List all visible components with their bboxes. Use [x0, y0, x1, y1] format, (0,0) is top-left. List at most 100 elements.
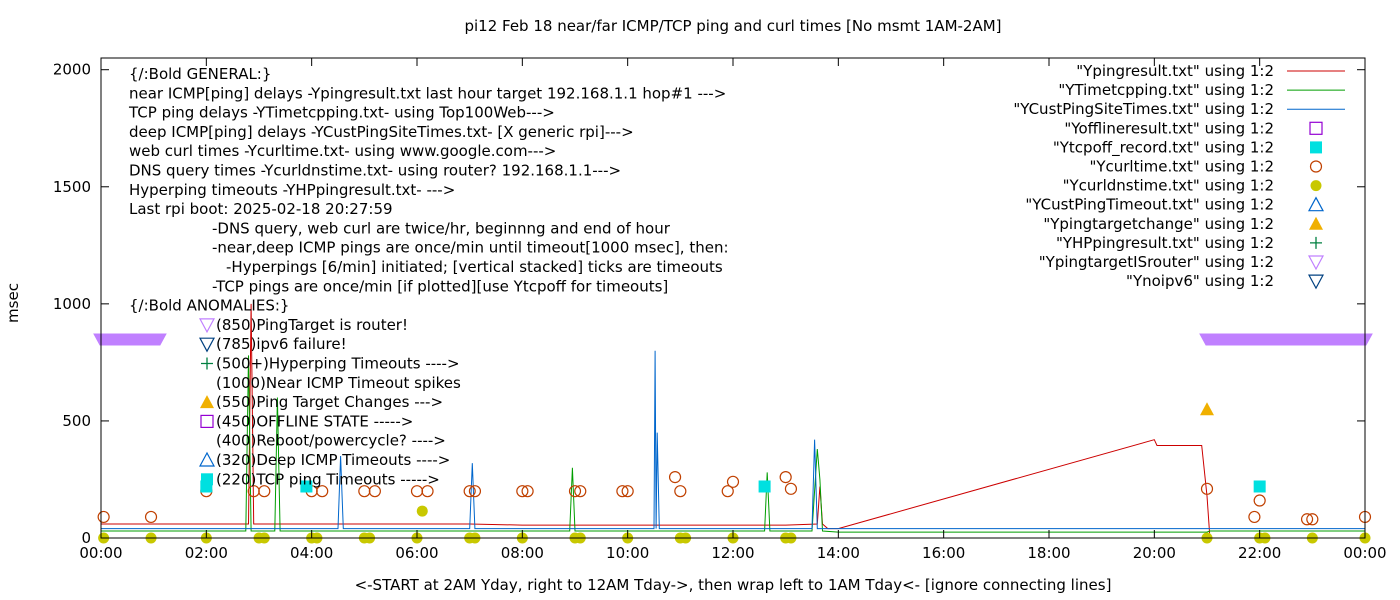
legend-label: "Ycurltime.txt" using 1:2	[1089, 158, 1274, 176]
series-point-4	[97, 510, 110, 524]
legend-label: "YCustPingTimeout.txt" using 1:2	[1025, 196, 1274, 214]
axis-layer: 00:00 02:00 04:00 06:00 08:00 10:00 12:00 14:00…	[53, 58, 1387, 562]
series-point-4	[1253, 494, 1266, 507]
series-point-7	[1200, 402, 1214, 416]
series-point-6	[300, 480, 313, 493]
x-axis-label: <-START at 2AM Yday, right to 12AM Tday-…	[355, 576, 1112, 594]
legend-symbol	[1309, 216, 1323, 230]
y-axis-label: msec	[4, 283, 22, 323]
annotation-line: {/:Bold ANOMALIES:}	[129, 297, 289, 315]
series-point-5	[416, 505, 428, 517]
series-point-4	[568, 485, 582, 498]
annotation-line: (850)PingTarget is router!	[216, 316, 408, 334]
legend-label: "YCustPingSiteTimes.txt" using 1:2	[1013, 100, 1274, 118]
series-point-6	[1253, 480, 1266, 493]
legend-label: "Yofflineresult.txt" using 1:2	[1064, 119, 1274, 137]
anomaly-symbol	[198, 318, 216, 334]
annotation-line: (320)Deep ICMP Timeouts ---->	[216, 451, 450, 469]
annotation-line: near ICMP[ping] delays -Ypingresult.txt …	[129, 84, 726, 102]
anomaly-symbol	[198, 337, 216, 353]
series-point-6	[758, 480, 771, 493]
router-target-band	[93, 333, 167, 346]
annotation-line: (550)Ping Target Changes --->	[216, 393, 443, 411]
annotation-line: TCP ping delays -YTimetcpping.txt- using…	[128, 104, 555, 122]
plot-frame	[100, 57, 1366, 539]
series-point-4	[316, 485, 329, 498]
x-tick-label: 04:00	[290, 544, 333, 562]
x-tick-label: 18:00	[1027, 544, 1070, 562]
series-point-4	[616, 485, 629, 498]
series-line-2	[101, 350, 1365, 530]
annotation-line: {/:Bold GENERAL:}	[129, 65, 271, 83]
legend: "Ypingresult.txt" using 1:2"YTimetcpping…	[1013, 62, 1345, 290]
x-tick-label: 16:00	[922, 544, 965, 562]
marker-layer	[93, 333, 1373, 544]
series-point-4	[721, 485, 734, 498]
series-point-4	[421, 485, 434, 498]
y-tick-label: 1000	[53, 295, 91, 313]
x-tick-label: 20:00	[1133, 544, 1176, 562]
legend-label: "Ycurldnstime.txt" using 1:2	[1063, 177, 1274, 195]
annotation-line: (220)TCP ping Timeouts ----->	[216, 470, 440, 488]
x-tick-label: 12:00	[711, 544, 754, 562]
x-tick-label: 10:00	[606, 544, 649, 562]
series-point-4	[144, 510, 158, 524]
series-point-4	[1306, 513, 1319, 526]
annotation-line: (500+)Hyperping Timeouts ---->	[216, 355, 460, 373]
anomaly-symbol	[201, 357, 213, 370]
series-point-4	[368, 485, 381, 498]
legend-symbol	[1309, 160, 1323, 173]
annotation-line: -DNS query, web curl are twice/hr, begin…	[212, 219, 671, 237]
annotation-line: DNS query times -Ycurldnstime.txt- using…	[129, 162, 621, 180]
y-tick-label: 500	[62, 412, 91, 430]
series-point-4	[258, 485, 271, 498]
series-point-4	[779, 471, 792, 484]
legend-label: "Ypingtargetchange" using 1:2	[1043, 215, 1274, 233]
legend-label: "YTimetcpping.txt" using 1:2	[1058, 81, 1274, 99]
legend-symbol	[1307, 196, 1325, 212]
series-point-4	[463, 485, 476, 498]
x-tick-label: 00:00	[79, 544, 122, 562]
x-tick-label: 06:00	[395, 544, 438, 562]
anomaly-symbol	[198, 451, 216, 467]
annotation-line: -TCP pings are once/min [if plotted][use…	[212, 277, 668, 295]
legend-label: "Ytcpoff_record.txt" using 1:2	[1053, 138, 1274, 157]
annotation-line: (785)ipv6 failure!	[216, 335, 347, 353]
annotation-line: (1000)Near ICMP Timeout spikes	[216, 374, 461, 392]
series-point-4	[1248, 510, 1261, 524]
x-tick-label: 08:00	[501, 544, 544, 562]
legend-label: "Ynoipv6" using 1:2	[1126, 272, 1274, 290]
legend-symbol	[1307, 274, 1325, 290]
series-point-4	[784, 482, 798, 495]
series-point-4	[1300, 513, 1314, 526]
annotation-line: (400)Reboot/powercycle? ---->	[216, 432, 446, 450]
series-point-4	[516, 485, 529, 498]
anomaly-symbol	[200, 414, 214, 428]
annotation-line: -near,deep ICMP pings are once/min until…	[212, 239, 729, 257]
annotation-layer: {/:Bold GENERAL:}near ICMP[ping] delays …	[128, 65, 729, 488]
annotation-line: -Hyperpings [6/min] initiated; [vertical…	[226, 258, 723, 276]
series-point-4	[726, 475, 740, 488]
x-tick-label: 00:00	[1343, 544, 1386, 562]
legend-symbol	[1310, 180, 1322, 192]
annotation-line: Last rpi boot: 2025-02-18 20:27:59	[129, 200, 393, 218]
annotation-line: deep ICMP[ping] delays -YCustPingSiteTim…	[129, 123, 634, 141]
annotation-line: web curl times -Ycurltime.txt- using www…	[129, 142, 556, 160]
legend-symbol	[1309, 121, 1323, 135]
legend-label: "Ypingresult.txt" using 1:2	[1076, 62, 1274, 80]
legend-label: "YHPpingresult.txt" using 1:2	[1056, 234, 1274, 252]
series-point-4	[574, 485, 587, 498]
legend-symbol	[1310, 236, 1322, 249]
legend-symbol	[1310, 141, 1322, 154]
x-tick-label: 14:00	[817, 544, 860, 562]
series-point-4	[468, 485, 482, 498]
chart-title: pi12 Feb 18 near/far ICMP/TCP ping and c…	[464, 17, 1001, 35]
anomaly-symbol	[200, 395, 214, 409]
annotation-line: Hyperping timeouts -YHPpingresult.txt- -…	[129, 181, 455, 199]
x-tick-label: 02:00	[185, 544, 228, 562]
series-point-4	[621, 485, 634, 498]
legend-label: "YpingtargetISrouter" using 1:2	[1039, 253, 1274, 271]
anomaly-symbol	[201, 473, 213, 486]
router-target-band	[1199, 333, 1373, 346]
